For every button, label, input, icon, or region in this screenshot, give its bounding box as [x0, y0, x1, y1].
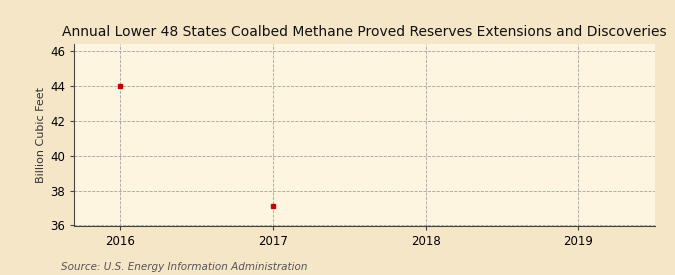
- Title: Annual Lower 48 States Coalbed Methane Proved Reserves Extensions and Discoverie: Annual Lower 48 States Coalbed Methane P…: [62, 25, 667, 39]
- Y-axis label: Billion Cubic Feet: Billion Cubic Feet: [36, 87, 46, 183]
- Text: Source: U.S. Energy Information Administration: Source: U.S. Energy Information Administ…: [61, 262, 307, 272]
